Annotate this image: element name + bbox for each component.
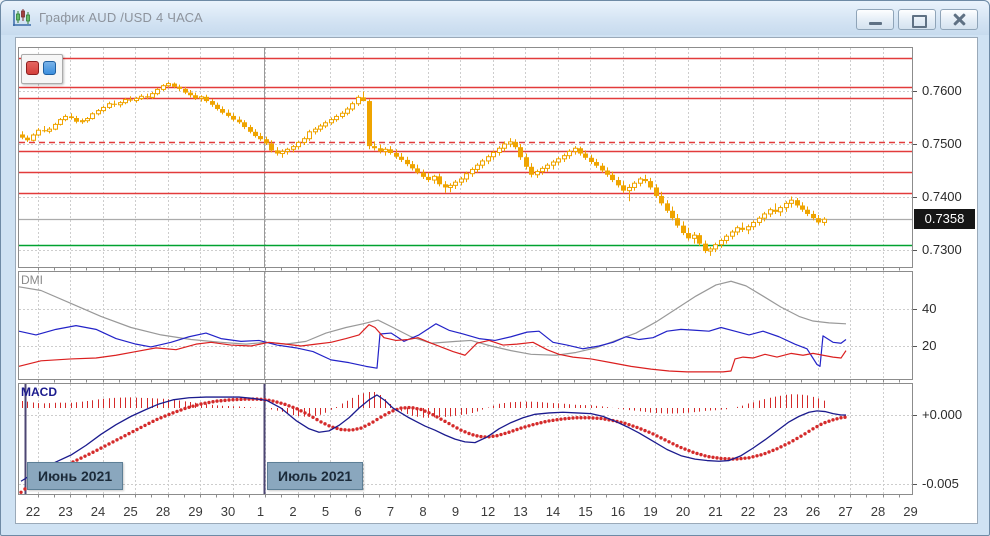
candlestick-chart-icon	[13, 9, 31, 26]
x-axis-label: 2	[289, 504, 297, 519]
x-axis-label: 6	[354, 504, 362, 519]
minimize-icon	[869, 22, 882, 25]
x-axis-label: 12	[480, 504, 496, 519]
dmi-axis-label: 20	[922, 338, 937, 353]
month-label-box: Июнь 2021	[27, 462, 124, 490]
x-axis-label: 22	[740, 504, 756, 519]
title-bar[interactable]: График AUD /USD 4 ЧАСА	[1, 1, 989, 35]
dmi-axis-label: 40	[922, 301, 937, 316]
x-axis-label: 1	[256, 504, 265, 519]
chart-canvas[interactable]	[15, 37, 978, 524]
price-axis-label: 0.7300	[922, 242, 962, 257]
x-axis-label: 19	[643, 504, 658, 519]
close-button[interactable]	[940, 9, 978, 30]
price-axis-label: 0.7400	[922, 189, 962, 204]
x-axis-label: 13	[513, 504, 528, 519]
macd-axis-label: +0.000	[922, 407, 963, 422]
x-axis-label: 30	[220, 504, 236, 519]
price-axis-label: 0.7500	[922, 136, 962, 151]
x-axis-label: 25	[123, 504, 138, 519]
x-axis-label: 16	[610, 504, 626, 519]
macd-pane-label: MACD	[21, 385, 57, 399]
x-axis-label: 29	[903, 504, 918, 519]
x-axis-label: 26	[805, 504, 821, 519]
x-axis-label: 8	[419, 504, 427, 519]
x-axis-label: 29	[188, 504, 203, 519]
minimize-button[interactable]	[856, 9, 894, 30]
price-axis-label: 0.7600	[922, 83, 962, 98]
x-axis-label: 9	[451, 504, 460, 519]
x-axis-label: 28	[155, 504, 171, 519]
x-axis-label: 5	[321, 504, 330, 519]
x-axis-label: 22	[25, 504, 41, 519]
x-axis-label: 7	[386, 504, 395, 519]
toolbar-blue-button[interactable]	[43, 61, 56, 75]
x-axis-label: 28	[870, 504, 886, 519]
maximize-button[interactable]	[898, 9, 936, 30]
x-axis-label: 15	[578, 504, 593, 519]
chart-mini-toolbar	[21, 54, 63, 84]
maximize-icon	[912, 15, 927, 28]
x-axis-label: 20	[675, 504, 691, 519]
macd-axis-label: -0.005	[922, 476, 959, 491]
x-axis-label: 24	[90, 504, 106, 519]
toolbar-red-button[interactable]	[26, 61, 39, 75]
x-axis-label: 14	[545, 504, 561, 519]
x-axis-label: 21	[708, 504, 723, 519]
x-axis-label: 27	[838, 504, 853, 519]
current-price-badge: 0.7358	[914, 209, 975, 229]
dmi-pane-label: DMI	[21, 273, 43, 287]
month-label-box: Июль 2021	[267, 462, 364, 490]
x-axis-label: 23	[773, 504, 788, 519]
window-title: График AUD /USD 4 ЧАСА	[39, 10, 203, 25]
x-axis-label: 23	[58, 504, 73, 519]
